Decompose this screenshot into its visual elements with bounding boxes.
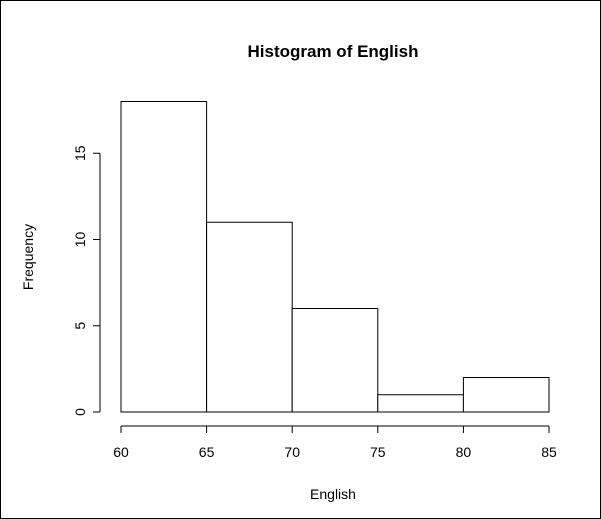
y-tick-label: 0: [72, 408, 88, 416]
histogram-bar-4: [378, 395, 464, 412]
x-tick-label: 60: [113, 444, 129, 460]
chart-title: Histogram of English: [248, 42, 419, 61]
bars-group: [121, 102, 549, 413]
x-axis: 60 65 70 75 80 85: [113, 426, 557, 460]
histogram-bar-3: [292, 309, 378, 413]
y-tick-label: 15: [72, 145, 88, 161]
x-tick-label: 65: [199, 444, 215, 460]
y-tick-label: 5: [72, 322, 88, 330]
y-axis-title: Frequency: [20, 224, 36, 290]
x-tick-label: 70: [284, 444, 300, 460]
histogram-bar-1: [121, 102, 207, 413]
x-tick-label: 75: [370, 444, 386, 460]
x-tick-label: 80: [456, 444, 472, 460]
y-tick-label: 10: [72, 232, 88, 248]
x-axis-title: English: [310, 486, 356, 502]
histogram-bar-2: [207, 222, 293, 412]
y-axis: 0 5 10 15: [72, 145, 100, 416]
x-tick-label: 85: [541, 444, 557, 460]
histogram-bar-5: [463, 378, 549, 413]
